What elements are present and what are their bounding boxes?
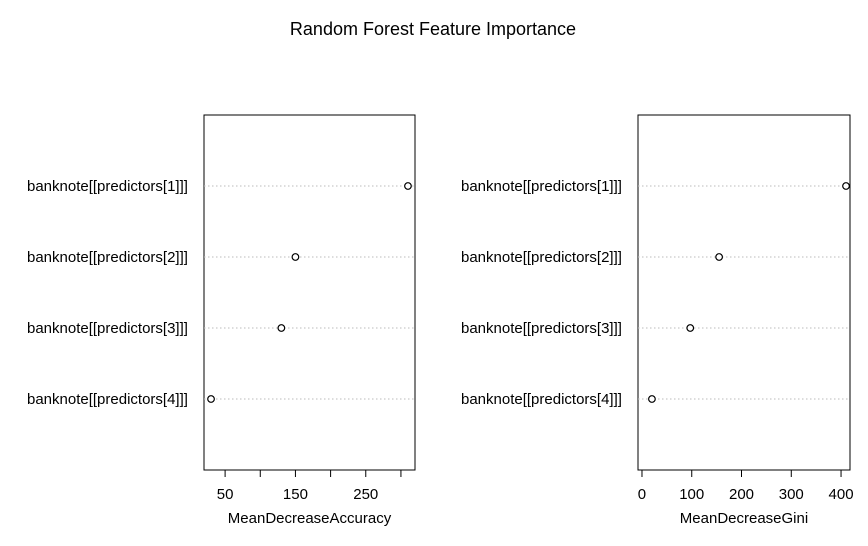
data-point <box>686 324 695 332</box>
x-tick-label: 100 <box>679 486 704 503</box>
chart-title: Random Forest Feature Importance <box>290 19 576 39</box>
category-label: banknote[[predictors[4]]] <box>27 391 188 408</box>
x-axis-label: MeanDecreaseAccuracy <box>228 510 392 527</box>
data-point <box>404 182 412 190</box>
data-point <box>291 253 300 261</box>
x-tick-label: 250 <box>353 486 378 503</box>
x-tick-label: 50 <box>217 486 234 503</box>
category-label: banknote[[predictors[1]]] <box>27 178 188 195</box>
data-point <box>648 395 656 403</box>
category-label: banknote[[predictors[1]]] <box>461 178 622 195</box>
panel-mean-decrease-accuracy: banknote[[predictors[1]]] banknote[[predi… <box>27 114 416 527</box>
x-tick-label: 150 <box>283 486 308 503</box>
category-label: banknote[[predictors[2]]] <box>461 249 622 266</box>
category-label: banknote[[predictors[4]]] <box>461 391 622 408</box>
x-tick-label: 300 <box>779 486 804 503</box>
category-label: banknote[[predictors[3]]] <box>461 320 622 337</box>
data-point <box>277 324 286 332</box>
x-tick-label: 0 <box>638 486 646 503</box>
panel-mean-decrease-gini: banknote[[predictors[1]]] banknote[[predi… <box>461 114 854 527</box>
x-axis-label: MeanDecreaseGini <box>680 510 808 527</box>
data-point <box>842 182 850 190</box>
plot-frame <box>637 114 851 471</box>
data-point <box>715 253 724 261</box>
plot-frame <box>203 114 416 471</box>
data-point <box>207 395 215 403</box>
category-label: banknote[[predictors[2]]] <box>27 249 188 266</box>
x-tick-label: 400 <box>829 486 854 503</box>
category-label: banknote[[predictors[3]]] <box>27 320 188 337</box>
x-tick-label: 200 <box>729 486 754 503</box>
